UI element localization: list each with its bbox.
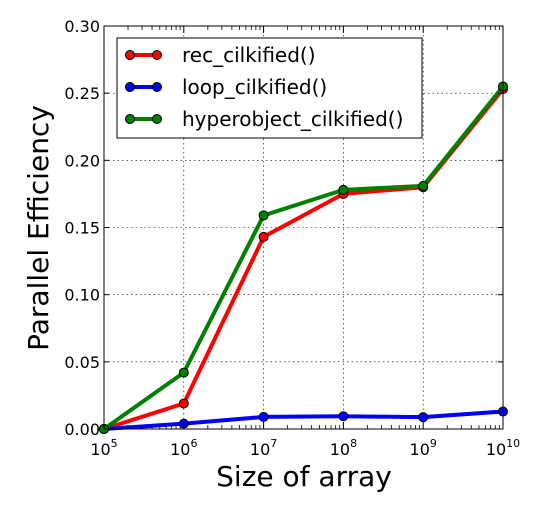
legend: rec_cilkified() loop_cilkified() hyperobje…	[116, 37, 423, 139]
legend-marker	[125, 114, 135, 124]
ticks	[103, 25, 504, 430]
x-tick-labels: 105 106 107 108 109 1010	[90, 437, 520, 459]
legend-box	[116, 37, 423, 139]
legend-marker	[125, 50, 135, 60]
series-point	[178, 367, 189, 378]
series-point	[338, 411, 349, 422]
x-tick-label: 1010	[486, 437, 520, 459]
legend-marker	[152, 114, 162, 124]
series-line	[103, 87, 505, 431]
x-tick-label: 105	[90, 437, 117, 459]
y-tick-label: 0.25	[64, 84, 100, 103]
x-axis-label: Size of array	[216, 460, 392, 493]
y-tick-labels: 0.00 0.05 0.10 0.15 0.20 0.25 0.30	[64, 17, 100, 439]
series-point	[258, 231, 269, 242]
x-tick-label: 108	[330, 437, 357, 459]
series-point	[418, 412, 429, 423]
series-layer	[99, 81, 508, 434]
legend-marker	[125, 82, 135, 92]
y-tick-label: 0.10	[64, 286, 100, 305]
series-point	[178, 398, 189, 409]
legend-label: loop_cilkified()	[182, 75, 327, 99]
y-tick-label: 0.00	[64, 420, 100, 439]
series-point	[258, 210, 269, 221]
legend-marker	[152, 82, 162, 92]
series-point	[258, 411, 269, 422]
x-tick-label: 109	[410, 437, 437, 459]
y-tick-label: 0.20	[64, 151, 100, 170]
y-tick-label: 0.15	[64, 219, 100, 238]
series-line	[103, 409, 504, 431]
series-line	[102, 85, 505, 431]
y-tick-label: 0.30	[64, 17, 100, 36]
legend-label: rec_cilkified()	[182, 43, 316, 67]
series-point	[338, 184, 349, 195]
y-axis-label: Parallel Efficiency	[22, 105, 55, 351]
legend-label: hyperobject_cilkified()	[182, 107, 403, 131]
series-point	[418, 180, 429, 191]
y-tick-label: 0.05	[64, 353, 100, 372]
x-tick-label: 106	[170, 437, 197, 459]
x-tick-label: 107	[250, 437, 277, 459]
legend-marker	[152, 50, 162, 60]
